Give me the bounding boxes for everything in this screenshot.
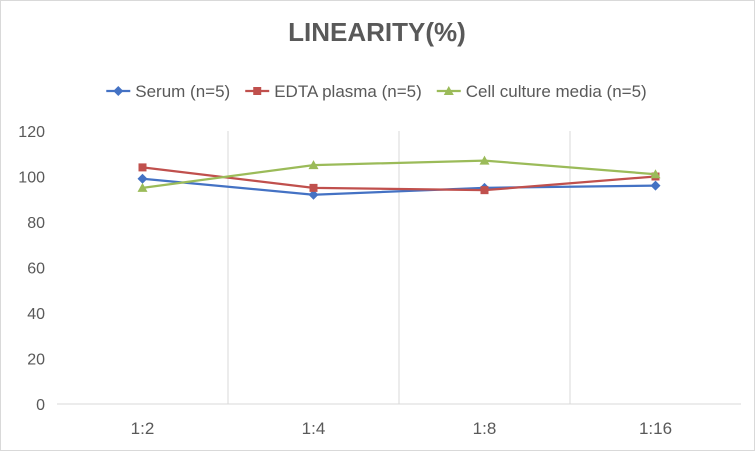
series-2 (137, 155, 661, 192)
y-tick-label: 0 (36, 397, 45, 414)
data-point (137, 173, 148, 184)
data-point (650, 169, 661, 179)
legend-label: Cell culture media (n=5) (466, 82, 647, 101)
legend-swatch-marker (113, 86, 124, 96)
data-point (650, 180, 661, 191)
data-point (309, 183, 318, 192)
data-point (479, 155, 490, 165)
legend-label: Serum (n=5) (135, 82, 230, 101)
legend-swatch-marker (253, 87, 262, 95)
y-tick-label: 100 (18, 170, 45, 187)
data-point (308, 160, 319, 170)
y-tick-label: 40 (27, 306, 45, 323)
x-tick-label: 1:8 (473, 419, 497, 438)
series-line (142, 159, 656, 189)
data-point (138, 163, 147, 172)
series-line (142, 166, 656, 192)
legend-item: Cell culture media (n=5) (436, 82, 647, 101)
data-point (137, 182, 148, 192)
data-point (480, 186, 489, 195)
series-layer (137, 155, 661, 200)
series-line (142, 177, 656, 196)
x-tick-label: 1:2 (131, 419, 155, 438)
legend-item: EDTA plasma (n=5) (245, 82, 422, 101)
data-point (308, 189, 319, 200)
y-tick-label: 60 (27, 261, 45, 278)
legend-label: EDTA plasma (n=5) (274, 82, 422, 101)
x-tick-label: 1:4 (302, 419, 326, 438)
y-tick-label: 20 (27, 352, 45, 369)
y-tick-label: 80 (27, 215, 45, 232)
grid (227, 131, 571, 404)
legend-item: Serum (n=5) (106, 82, 230, 101)
legend: Serum (n=5) EDTA plasma (n=5) Cell culture… (106, 82, 647, 101)
x-tick-label: 1:16 (639, 419, 672, 438)
y-tick-label: 120 (18, 124, 45, 141)
chart-title: LINEARITY(%) (288, 17, 466, 47)
axes: 0 20 40 60 80 100 120 1:2 1:4 1:8 1:16 (18, 124, 741, 438)
legend-swatch-marker (443, 86, 454, 95)
